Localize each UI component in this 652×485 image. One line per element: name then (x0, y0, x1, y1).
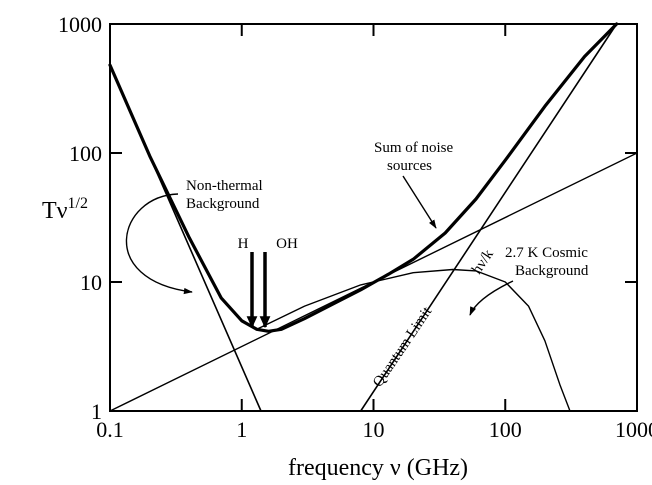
series-cmb-line (256, 268, 571, 412)
nonthermal-pointer (125, 193, 193, 295)
x-tick-label: 0.1 (96, 417, 124, 442)
x-tick-label: 100 (489, 417, 522, 442)
sum-pointer (402, 175, 437, 229)
annotation-nonthermal-line2: Background (186, 196, 260, 212)
annotation-sum-line1: Sum of noise (374, 140, 454, 156)
y-axis-label-superscript: 1/2 (68, 195, 88, 212)
cmb-pointer (469, 280, 514, 316)
annotation-h: H (238, 236, 249, 252)
annotation-sum-line2: sources (387, 158, 432, 174)
annotation-quantum-limit: Quantum Limit (370, 304, 436, 391)
annotation-cmb-line1: 2.7 K Cosmic (505, 245, 588, 261)
series-sum-line (108, 22, 619, 333)
x-tick-label: 1 (236, 417, 247, 442)
y-tick-label: 1000 (58, 12, 102, 37)
tick-labels: 0.111010010001101001000 (58, 12, 652, 442)
series-nonthermal-line (109, 64, 262, 412)
x-tick-label: 10 (363, 417, 385, 442)
annotation-cmb-line2: Background (515, 263, 589, 279)
y-tick-label: 10 (80, 270, 102, 295)
plot-frame (109, 23, 638, 412)
y-tick-label: 100 (69, 141, 102, 166)
series-group (108, 22, 638, 412)
annotation-nonthermal-line1: Non-thermal (186, 178, 263, 194)
x-tick-label: 1000 (615, 417, 652, 442)
axis-ticks (109, 23, 638, 412)
y-tick-label: 1 (91, 399, 102, 424)
x-axis-label: frequency ν (GHz) (288, 455, 468, 481)
series-quantum-line (359, 23, 618, 412)
annotation-oh: OH (276, 236, 298, 252)
y-axis-label: Tν1/2 (42, 195, 88, 224)
annotation-hvk: hν/k (469, 246, 497, 277)
